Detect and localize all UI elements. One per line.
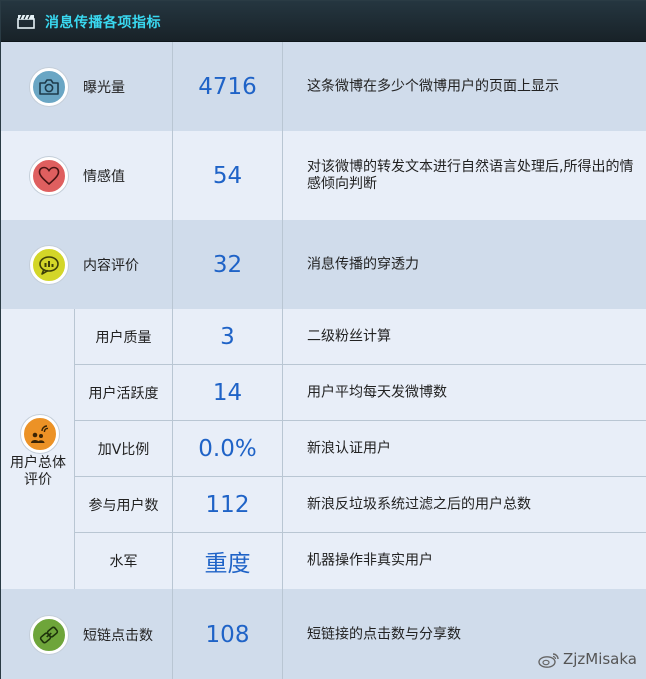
content-rating-value: 32: [212, 251, 243, 278]
content-rating-description: 消息传播的穿透力: [307, 256, 419, 272]
link-icon: [30, 615, 68, 654]
participant-count-label: 参与用户数: [88, 497, 159, 514]
watermark: ZjzMisaka: [538, 650, 637, 668]
verified-ratio-row: 加V比例 0.0% 新浪认证用户: [75, 421, 646, 477]
metric-row-exposure: 曝光量 4716 这条微博在多少个微博用户的页面上显示: [1, 42, 646, 131]
weibo-logo-icon: [538, 652, 559, 668]
verified-ratio-description: 新浪认证用户: [307, 440, 391, 456]
water-army-row: 水军 重度 机器操作非真实用户: [75, 533, 646, 589]
clapperboard-icon: [17, 14, 35, 29]
metric-row-sentiment: 情感值 54 对该微博的转发文本进行自然语言处理后,所得出的情感倾向判断: [1, 131, 646, 220]
user-activity-description: 用户平均每天发微博数: [307, 384, 447, 400]
verified-ratio-value: 0.0%: [198, 435, 257, 462]
participant-count-description: 新浪反垃圾系统过滤之后的用户总数: [307, 496, 531, 512]
sentiment-description: 对该微博的转发文本进行自然语言处理后,所得出的情感倾向判断: [307, 158, 634, 192]
users-signal-icon: [21, 415, 59, 453]
water-army-label: 水军: [109, 554, 138, 570]
user-quality-label: 用户质量: [95, 329, 152, 346]
verified-ratio-label: 加V比例: [97, 441, 150, 458]
exposure-description: 这条微博在多少个微博用户的页面上显示: [307, 78, 559, 94]
user-activity-value: 14: [212, 379, 243, 406]
participant-count-value: 112: [205, 491, 250, 518]
metric-row-content-rating: 内容评价 32 消息传播的穿透力: [1, 220, 646, 309]
water-army-description: 机器操作非真实用户: [307, 552, 433, 569]
user-evaluation-group: 用户总体评价 用户质量 3 二级粉丝计算 用户活跃度 14 用户平均每天发微博数…: [1, 309, 646, 589]
participant-count-row: 参与用户数 112 新浪反垃圾系统过滤之后的用户总数: [75, 477, 646, 533]
user-evaluation-label: 用户总体评价: [10, 455, 66, 488]
sentiment-label: 情感值: [83, 168, 125, 185]
content-rating-label: 内容评价: [83, 257, 139, 274]
short-link-label: 短链点击数: [83, 627, 153, 644]
user-activity-row: 用户活跃度 14 用户平均每天发微博数: [75, 365, 646, 421]
user-quality-value: 3: [220, 323, 235, 350]
user-quality-description: 二级粉丝计算: [307, 328, 391, 344]
heart-icon: [30, 156, 68, 195]
sentiment-value: 54: [212, 162, 243, 189]
watermark-text: ZjzMisaka: [562, 650, 637, 668]
exposure-label: 曝光量: [83, 79, 125, 96]
camera-icon: [30, 67, 68, 106]
user-quality-row: 用户质量 3 二级粉丝计算: [75, 309, 646, 365]
chat-bubble-icon: [30, 245, 68, 284]
short-link-description: 短链接的点击数与分享数: [307, 626, 461, 642]
short-link-value: 108: [205, 621, 250, 648]
panel-header: 消息传播各项指标: [1, 1, 646, 42]
panel-title: 消息传播各项指标: [45, 15, 161, 31]
exposure-value: 4716: [198, 73, 257, 100]
metric-row-short-link: 短链点击数 108 短链接的点击数与分享数: [1, 589, 646, 679]
user-activity-label: 用户活跃度: [88, 385, 159, 402]
water-army-value: 重度: [204, 551, 251, 577]
